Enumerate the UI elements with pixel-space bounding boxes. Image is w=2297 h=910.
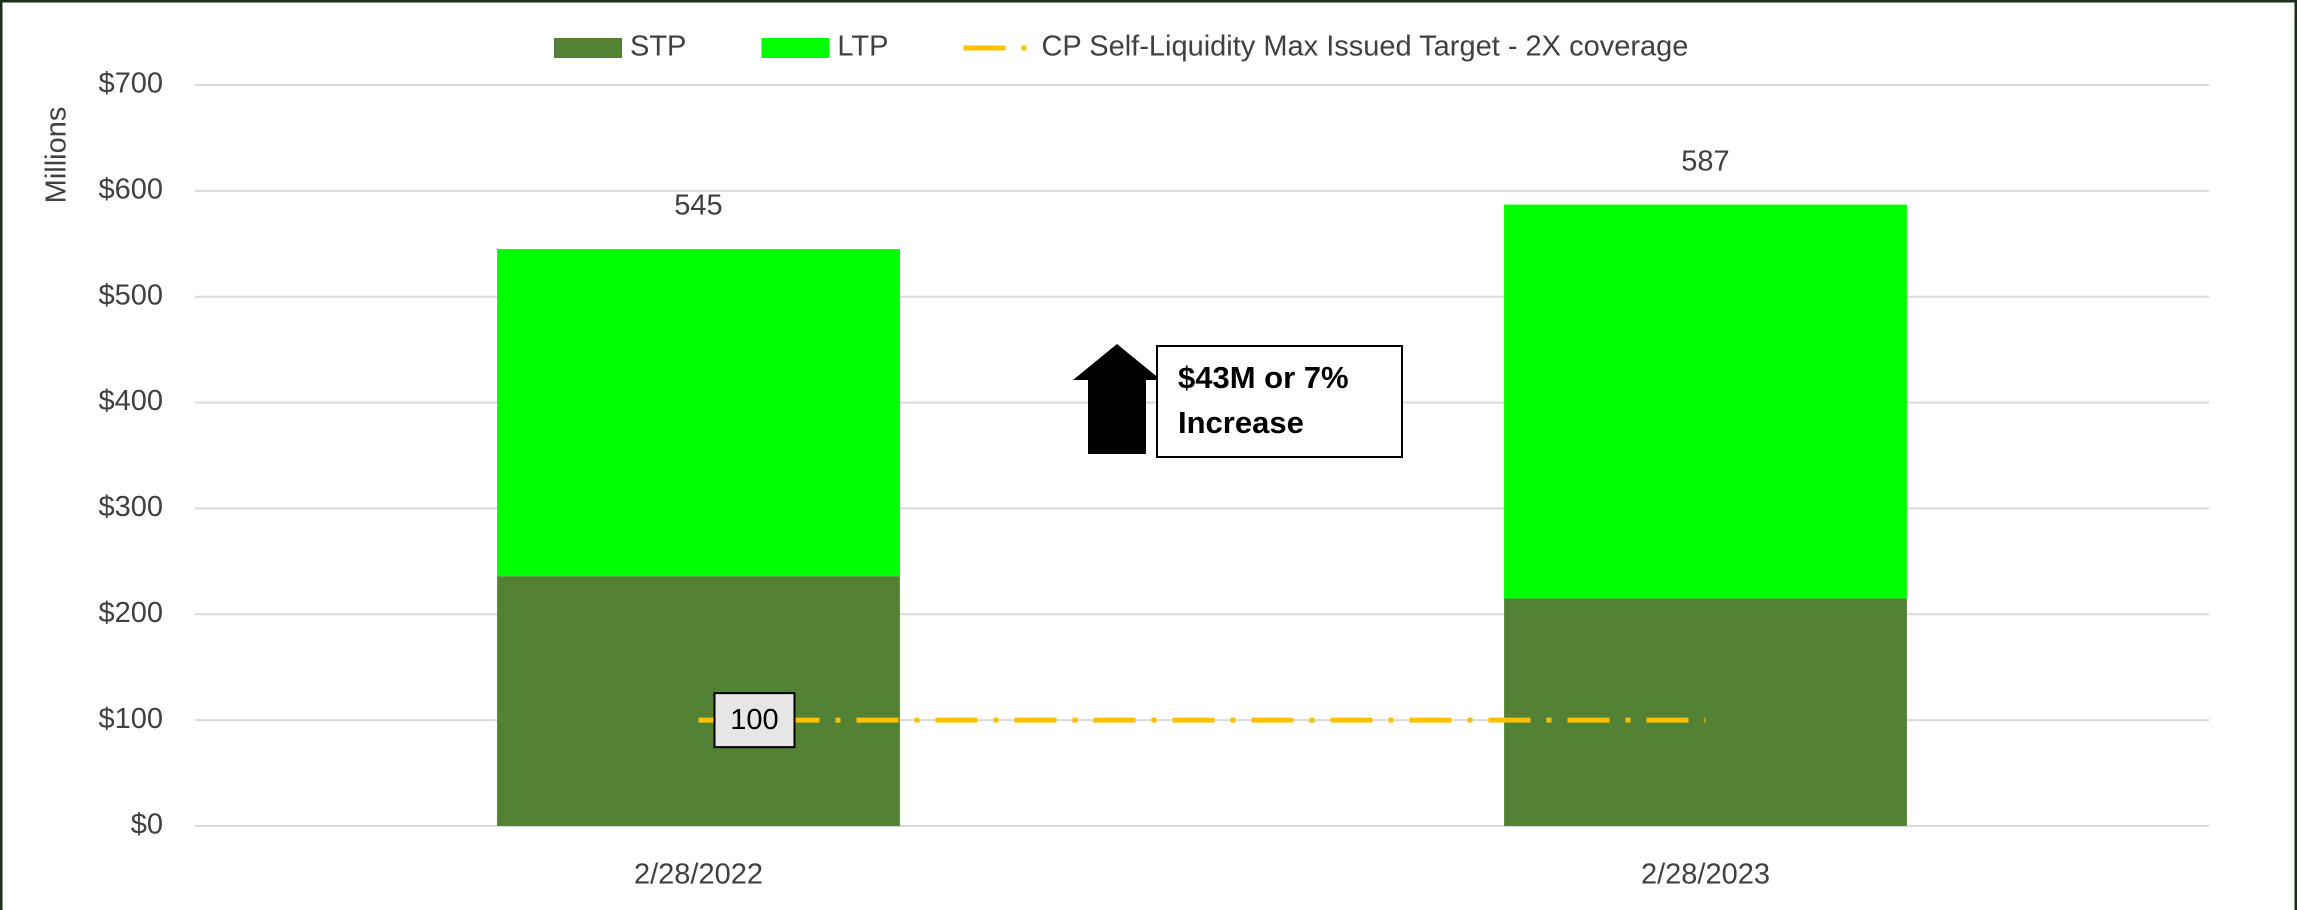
y-tick-label: $700 (98, 68, 163, 100)
y-tick-label: $500 (98, 279, 163, 311)
legend-label: STP (630, 31, 686, 63)
y-tick-label: $100 (98, 703, 163, 735)
y-tick-label: $300 (98, 491, 163, 523)
bar-segment (1504, 598, 1907, 826)
x-tick-label: 2/28/2023 (1641, 859, 1770, 891)
legend-swatch (554, 38, 622, 58)
y-tick-label: $0 (131, 809, 163, 841)
bar-segment (1504, 204, 1907, 599)
legend-label: CP Self-Liquidity Max Issued Target - 2X… (1041, 31, 1688, 63)
total-label: 545 (674, 190, 722, 222)
legend-label: LTP (837, 31, 888, 63)
increase-arrow (1073, 344, 1161, 454)
data-label: 100 (730, 704, 778, 736)
annotation-text: $43M or 7% (1178, 360, 1349, 395)
bar-segment (497, 576, 900, 826)
legend-swatch (761, 38, 830, 58)
y-axis-label: Millions (41, 107, 73, 204)
data-label-box (713, 692, 796, 749)
total-label: 587 (1681, 145, 1729, 177)
x-tick-label: 2/28/2022 (634, 859, 763, 891)
annotation-text: Increase (1178, 405, 1304, 440)
y-tick-label: $400 (98, 385, 163, 417)
bar-segment (497, 249, 900, 577)
annotation-box (1156, 345, 1403, 458)
y-tick-label: $200 (98, 597, 163, 629)
y-tick-label: $600 (98, 174, 163, 206)
